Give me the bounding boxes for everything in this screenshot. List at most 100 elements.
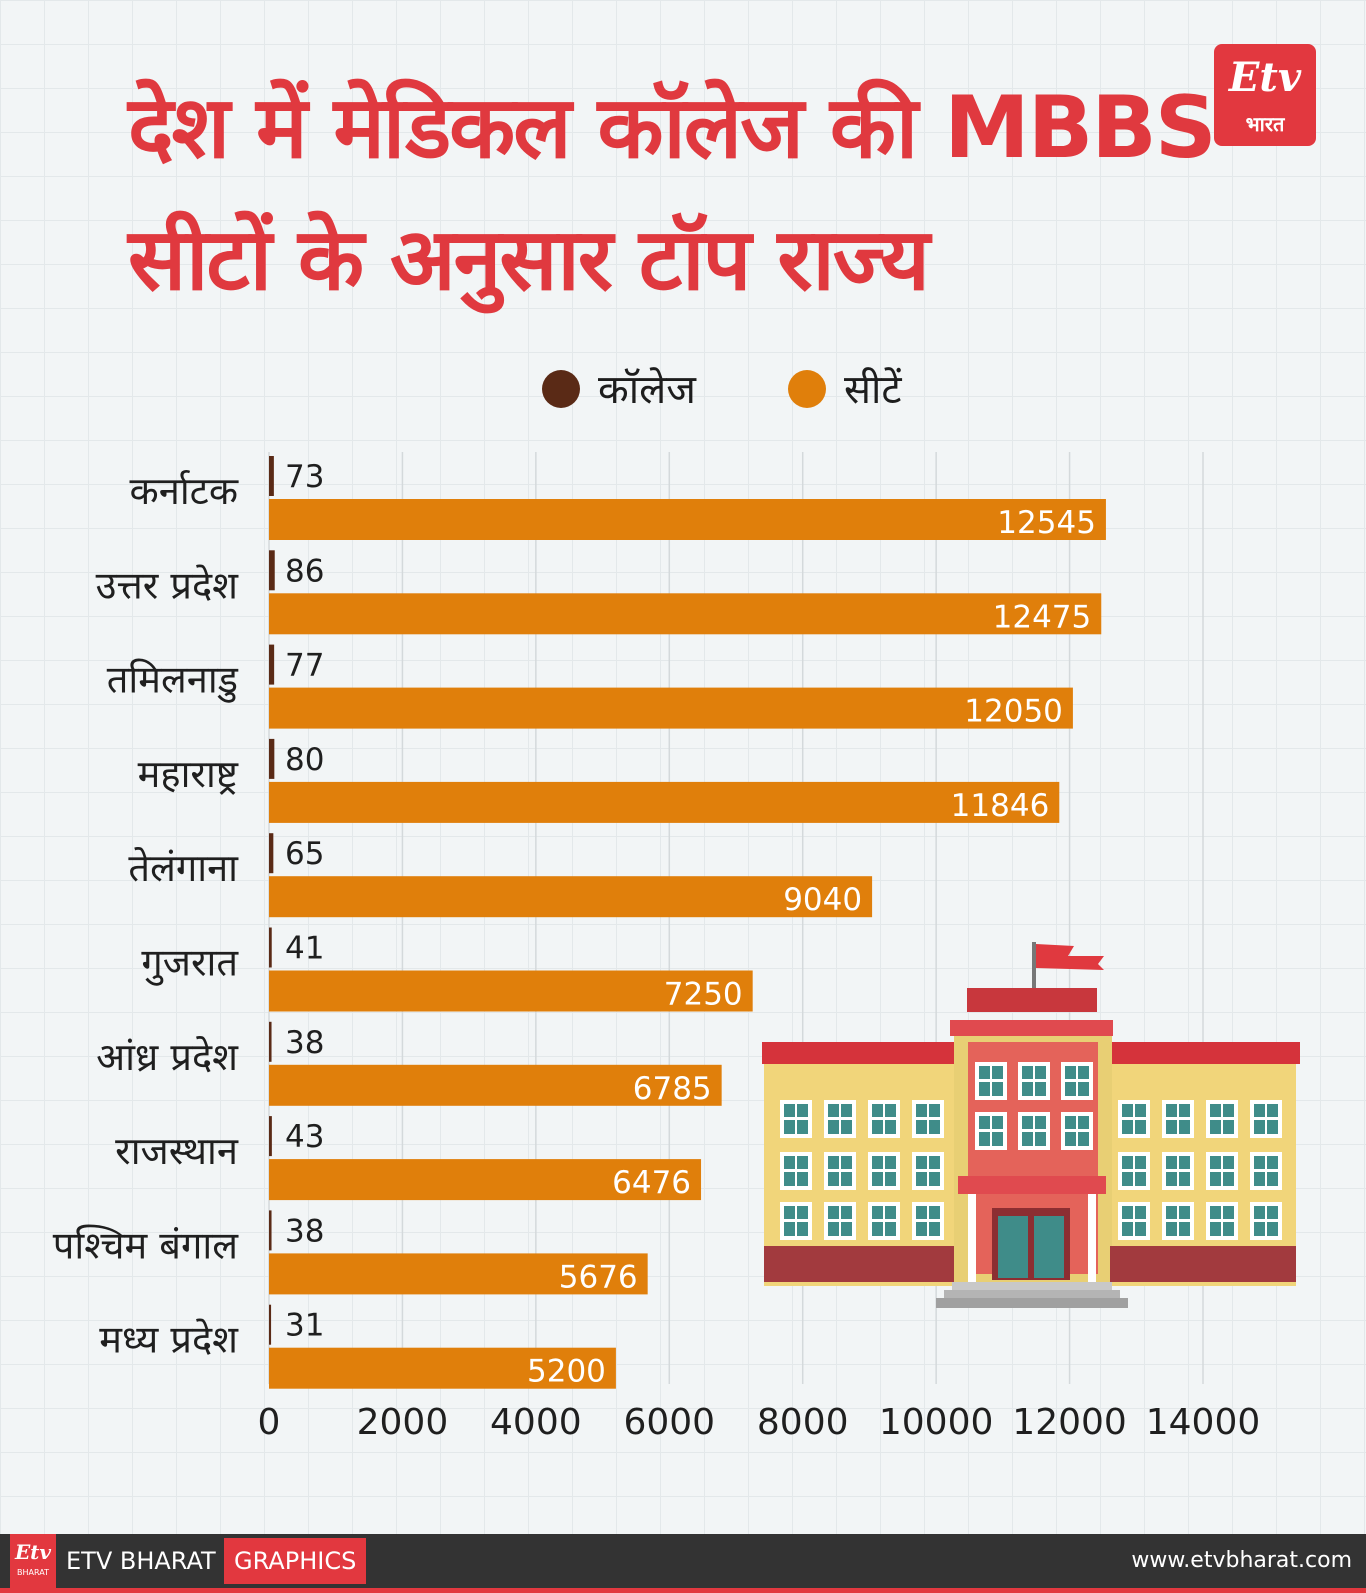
- portico-roof: [958, 1176, 1106, 1194]
- window-pane: [1254, 1206, 1265, 1219]
- category-label: गुजरात: [141, 941, 239, 987]
- college-bar: [269, 1116, 272, 1157]
- category-label: महाराष्ट्र: [138, 752, 239, 796]
- college-bar: [269, 927, 272, 968]
- window-pane: [1166, 1222, 1177, 1236]
- window-pane: [841, 1120, 852, 1134]
- x-tick-label: 6000: [623, 1402, 715, 1443]
- window-pane: [828, 1222, 839, 1236]
- title-line-1: देश में मेडिकल कॉलेज की MBBS: [128, 78, 1217, 178]
- window-pane: [872, 1206, 883, 1219]
- window-pane: [885, 1120, 896, 1134]
- window-pane: [929, 1172, 940, 1186]
- door-right: [1034, 1216, 1064, 1278]
- window-pane: [1210, 1172, 1221, 1186]
- window-pane: [1223, 1222, 1234, 1236]
- window-pane: [1078, 1116, 1089, 1129]
- window-pane: [929, 1120, 940, 1134]
- window-pane: [872, 1222, 883, 1236]
- window-pane: [885, 1206, 896, 1219]
- seat-bar: [269, 1064, 722, 1106]
- seat-value-label: 5676: [559, 1259, 638, 1295]
- window-pane: [1135, 1172, 1146, 1186]
- step: [952, 1282, 1112, 1290]
- window-pane: [1210, 1206, 1221, 1219]
- window-pane: [784, 1222, 795, 1236]
- seat-value-label: 9040: [783, 882, 862, 918]
- window-pane: [1166, 1172, 1177, 1186]
- window-pane: [841, 1172, 852, 1186]
- etv-bharat-logo: Etv भारत: [1214, 44, 1316, 146]
- window-pane: [1122, 1156, 1133, 1169]
- column: [968, 1194, 976, 1282]
- window-pane: [1035, 1116, 1046, 1129]
- seat-bar: [269, 593, 1102, 635]
- window-pane: [1166, 1104, 1177, 1117]
- window-pane: [1254, 1172, 1265, 1186]
- x-tick-label: 0: [258, 1402, 281, 1443]
- flag-pole: [1032, 942, 1036, 992]
- window-pane: [1223, 1104, 1234, 1117]
- window-pane: [929, 1222, 940, 1236]
- window-pane: [797, 1104, 808, 1117]
- window-pane: [1254, 1120, 1265, 1134]
- window-pane: [872, 1104, 883, 1117]
- seat-bar: [269, 1253, 648, 1295]
- window-pane: [1065, 1066, 1076, 1079]
- window-pane: [1179, 1222, 1190, 1236]
- window-pane: [1267, 1156, 1278, 1169]
- window-pane: [797, 1172, 808, 1186]
- seat-value-label: 12050: [964, 694, 1063, 730]
- legend-dot-colleges: [542, 370, 580, 408]
- window-pane: [1035, 1082, 1046, 1096]
- window-pane: [979, 1132, 990, 1146]
- window-pane: [929, 1206, 940, 1219]
- left-base: [764, 1246, 954, 1282]
- college-value-label: 38: [285, 1025, 324, 1061]
- window-pane: [916, 1222, 927, 1236]
- seat-bar: [269, 970, 753, 1012]
- seat-bar: [269, 499, 1106, 540]
- footer-red-line: [0, 1588, 1366, 1593]
- footer-url[interactable]: www.etvbharat.com: [1131, 1548, 1352, 1573]
- window-pane: [1065, 1116, 1076, 1129]
- window-pane: [1022, 1132, 1033, 1146]
- category-label: आंध्र प्रदेश: [96, 1035, 239, 1079]
- logo-bharat-text: भारत: [1245, 112, 1285, 136]
- window-pane: [1223, 1172, 1234, 1186]
- category-label: पश्चिम बंगाल: [53, 1223, 239, 1267]
- category-label: मध्य प्रदेश: [99, 1318, 239, 1362]
- college-value-label: 86: [285, 553, 324, 589]
- seat-bar: [269, 876, 873, 918]
- window-pane: [841, 1104, 852, 1117]
- x-tick-label: 8000: [757, 1402, 849, 1443]
- footer: Etv BHARAT ETV BHARAT GRAPHICS www.etvbh…: [0, 1534, 1366, 1593]
- college-value-label: 43: [285, 1119, 324, 1155]
- window-pane: [1267, 1206, 1278, 1219]
- window-pane: [929, 1104, 940, 1117]
- door-left: [998, 1216, 1028, 1278]
- college-value-label: 65: [285, 836, 324, 872]
- window-pane: [872, 1172, 883, 1186]
- window-pane: [916, 1156, 927, 1169]
- college-bar: [269, 1021, 272, 1062]
- window-pane: [1166, 1206, 1177, 1219]
- window-pane: [885, 1172, 896, 1186]
- window-pane: [992, 1116, 1003, 1129]
- college-value-label: 73: [285, 459, 324, 495]
- window-pane: [1035, 1066, 1046, 1079]
- footer-logo-text: Etv: [14, 1540, 52, 1564]
- window-pane: [1210, 1222, 1221, 1236]
- window-pane: [1078, 1132, 1089, 1146]
- seat-value-label: 11846: [951, 788, 1050, 824]
- window-pane: [1135, 1206, 1146, 1219]
- window-pane: [1122, 1120, 1133, 1134]
- window-pane: [1210, 1104, 1221, 1117]
- window-pane: [1210, 1156, 1221, 1169]
- window-pane: [916, 1206, 927, 1219]
- window-pane: [841, 1206, 852, 1219]
- chart-labels: कर्नाटक 73 12545 उत्तर प्रदेश 86 12475 तमिलनाड…: [53, 459, 1096, 1390]
- window-pane: [1223, 1206, 1234, 1219]
- college-value-label: 77: [285, 648, 324, 684]
- window-pane: [1267, 1120, 1278, 1134]
